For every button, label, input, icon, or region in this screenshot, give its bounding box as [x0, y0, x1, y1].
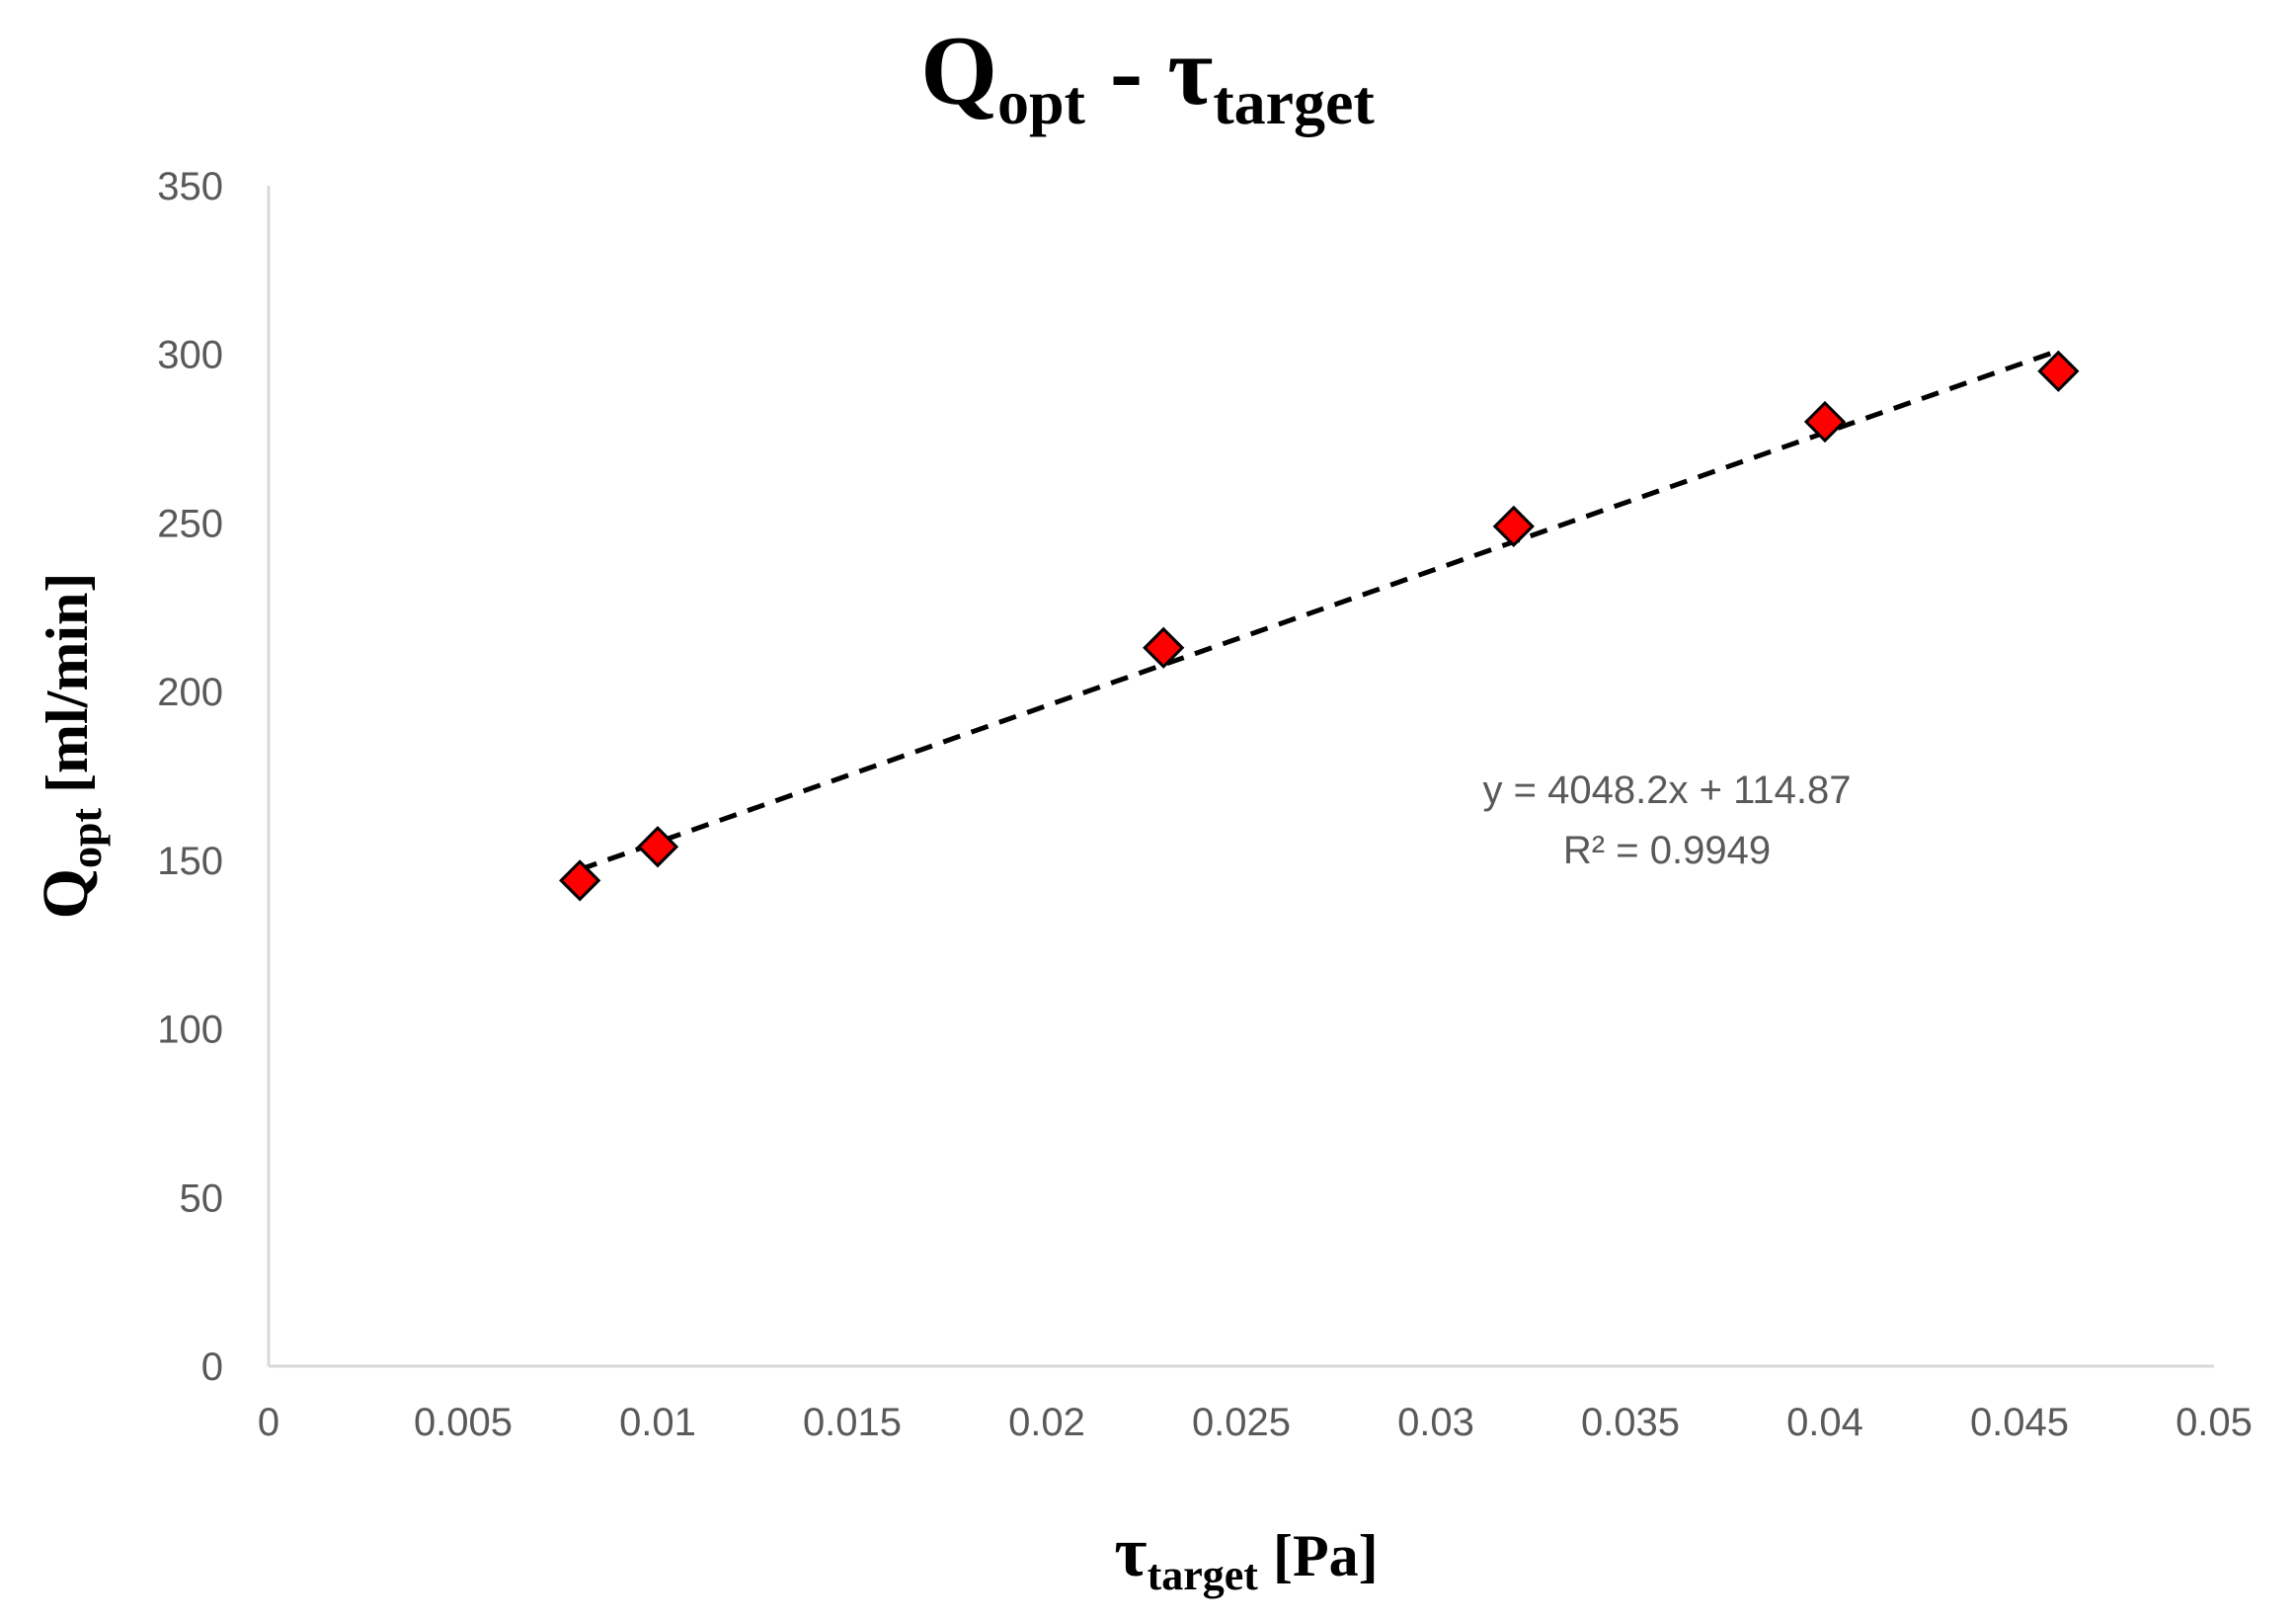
y-tick-label: 50 — [180, 1176, 224, 1220]
trendline-r-squared: R² = 0.9949 — [1563, 829, 1771, 872]
x-axis-title-unit: [Pa] — [1258, 1523, 1379, 1588]
data-point — [636, 826, 679, 868]
chart-title: Qopt - τtarget — [920, 16, 1375, 137]
data-points — [559, 350, 2080, 902]
y-axis-title-subscript: opt — [62, 808, 111, 868]
x-tick-label: 0.005 — [414, 1401, 513, 1444]
data-point — [2037, 350, 2080, 392]
data-point — [1492, 505, 1535, 547]
y-axis-title: Qopt [ml/min] — [30, 573, 111, 920]
x-tick-label: 0.01 — [619, 1401, 696, 1444]
y-tick-label: 250 — [157, 502, 223, 545]
y-tick-label: 100 — [157, 1009, 223, 1052]
x-axis-ticks: 0 0.005 0.01 0.015 0.02 0.025 0.03 0.035 0.04 0.0… — [258, 1401, 2253, 1444]
y-tick-label: 350 — [157, 165, 223, 208]
x-tick-label: 0.05 — [2176, 1401, 2253, 1444]
y-tick-label: 200 — [157, 671, 223, 714]
x-axis-title-main: τ — [1114, 1512, 1147, 1591]
x-tick-label: 0.04 — [1786, 1401, 1863, 1444]
y-tick-label: 300 — [157, 334, 223, 377]
x-tick-label: 0.03 — [1397, 1401, 1474, 1444]
chart-title-second: τ — [1167, 16, 1213, 125]
x-tick-label: 0 — [258, 1401, 279, 1444]
x-tick-label: 0.02 — [1008, 1401, 1085, 1444]
y-axis-ticks: 0 50 100 150 200 250 300 350 — [157, 165, 223, 1389]
chart-title-separator: - — [1085, 16, 1167, 125]
data-point — [1143, 626, 1185, 669]
y-tick-label: 0 — [201, 1345, 223, 1389]
x-axis-title: τtarget [Pa] — [1114, 1512, 1378, 1599]
x-tick-label: 0.015 — [803, 1401, 902, 1444]
chart-title-main: Q — [920, 16, 997, 125]
trendline-equation: y = 4048.2x + 114.87 — [1483, 769, 1852, 812]
x-axis-title-subscript: target — [1148, 1551, 1259, 1599]
y-axis-title-unit: [ml/min] — [35, 573, 100, 808]
x-tick-label: 0.035 — [1581, 1401, 1680, 1444]
chart-title-main-subscript: opt — [997, 67, 1086, 137]
y-tick-label: 150 — [157, 840, 223, 883]
data-point — [1803, 400, 1847, 444]
x-tick-label: 0.045 — [1970, 1401, 2069, 1444]
chart-title-second-subscript: target — [1213, 67, 1375, 137]
trendline — [579, 348, 2060, 872]
y-axis-title-main: Q — [30, 868, 102, 919]
x-tick-label: 0.025 — [1192, 1401, 1291, 1444]
data-point — [559, 859, 601, 902]
